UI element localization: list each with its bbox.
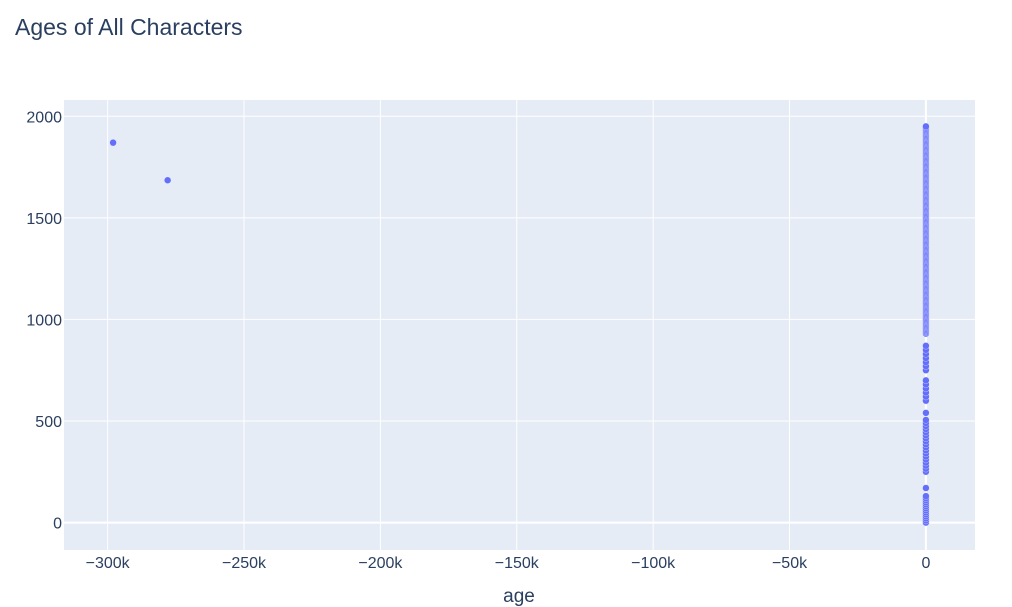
x-tick-label: −300k — [86, 555, 131, 572]
x-tick-label: −250k — [222, 555, 267, 572]
y-tick-labels: 0 500 1000 1500 2000 — [26, 109, 62, 532]
data-point — [922, 376, 930, 384]
x-tick-label: −150k — [495, 555, 540, 572]
x-tick-labels: −300k −250k −200k −150k −100k −50k 0 — [86, 555, 931, 572]
x-tick-label: −200k — [358, 555, 403, 572]
data-point — [922, 484, 930, 492]
x-axis-title: age — [503, 586, 535, 607]
data-point — [922, 492, 930, 500]
x-tick-label: −100k — [631, 555, 676, 572]
data-point — [922, 416, 930, 424]
chart-title: Ages of All Characters — [15, 14, 243, 40]
plot-area — [64, 100, 975, 550]
x-tick-label: 0 — [921, 555, 930, 572]
data-point — [164, 176, 172, 184]
x-tick-label: −50k — [772, 555, 808, 572]
data-points — [109, 122, 930, 527]
y-tick-label: 1000 — [26, 312, 62, 329]
y-tick-label: 0 — [53, 516, 62, 533]
data-point — [109, 139, 117, 147]
y-tick-label: 500 — [35, 414, 62, 431]
data-point — [922, 122, 930, 130]
data-point — [922, 409, 930, 417]
y-tick-label: 1500 — [26, 211, 62, 228]
y-tick-label: 2000 — [26, 109, 62, 126]
data-point — [922, 342, 930, 350]
